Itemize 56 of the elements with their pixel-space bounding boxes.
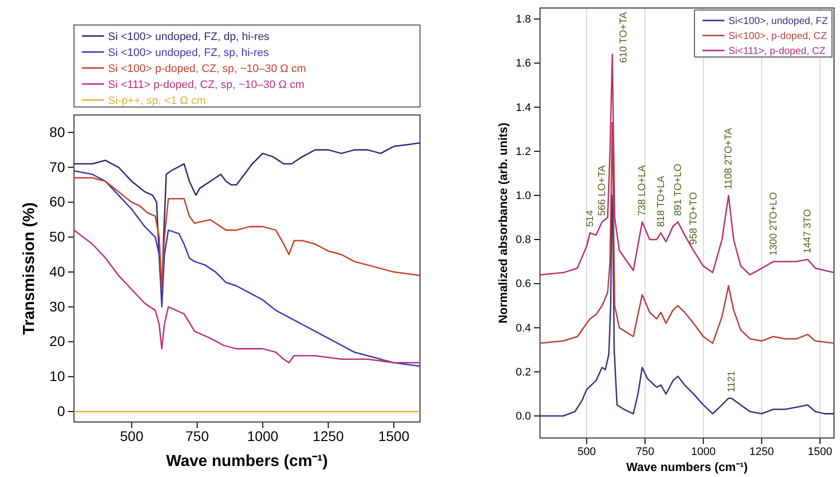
- annotation: 1121: [726, 370, 738, 392]
- annotation: 1108 2TO+TA: [724, 128, 735, 190]
- legend-label: Si-p++, sp, <1 Ω cm: [108, 94, 206, 107]
- annotation: 958 TO+TO: [688, 192, 700, 245]
- legend-label: Si <100> undoped, FZ, dp, hi-res: [108, 30, 270, 43]
- y-tick-label: 40: [49, 263, 66, 280]
- y-tick-label: 0.0: [516, 410, 531, 422]
- x-tick-label: 1500: [808, 446, 832, 458]
- x-tick-label: 750: [186, 428, 210, 444]
- x-tick-label: 1500: [378, 428, 410, 444]
- x-axis-title: Wave numbers (cm⁻¹): [166, 453, 328, 470]
- annotation: 818 TO+LA: [656, 176, 667, 227]
- y-tick-label: 50: [49, 228, 66, 245]
- legend-label: Si <100> undoped, FZ, sp, hi-res: [108, 46, 270, 59]
- legend-label: Si<100>, p-doped, CZ: [728, 31, 827, 42]
- y-tick-label: 30: [49, 298, 66, 314]
- y-tick-label: 20: [49, 333, 66, 350]
- y-tick-label: 1.8: [516, 14, 531, 26]
- y-tick-label: 0.4: [516, 322, 531, 334]
- y-tick-label: 0.8: [516, 234, 531, 246]
- line-series: [73, 170, 421, 367]
- y-tick-label: 1.6: [516, 58, 531, 70]
- y-tick-label: 70: [49, 158, 66, 175]
- legend-label: Si <111> p-doped, CZ, sp, ~10–30 Ω cm: [108, 78, 304, 91]
- x-tick-label: 750: [636, 446, 654, 458]
- annotation: 610 TO+TA: [618, 12, 630, 63]
- x-tick-label: 500: [120, 428, 144, 444]
- annotation: 738 LO+LA: [637, 164, 648, 216]
- annotation: 514: [584, 210, 596, 227]
- y-tick-label: 1.4: [516, 102, 531, 114]
- line-series: [73, 177, 421, 290]
- annotation: 1300 2TO+LO: [768, 192, 780, 256]
- y-axis-title: Normalized absorbance (arb. units): [496, 122, 510, 324]
- y-tick-label: 0: [57, 403, 66, 420]
- y-tick-label: 0.2: [516, 366, 531, 378]
- x-tick-label: 1000: [691, 446, 716, 458]
- legend-label: Si <100> p-doped, CZ, sp, ~10–30 Ω cm: [108, 62, 306, 75]
- x-tick-label: 1000: [247, 428, 279, 444]
- y-tick-label: 80: [49, 124, 66, 140]
- annotation: 1447 3TO: [802, 208, 814, 254]
- legend-label: Si<100>, undoped, FZ: [728, 16, 828, 27]
- line-series: [539, 122, 835, 344]
- x-tick-label: 1250: [749, 446, 774, 458]
- annotation: 891 TO+LO: [672, 164, 684, 216]
- y-tick-label: 10: [49, 368, 66, 384]
- y-tick-label: 1.2: [516, 146, 531, 158]
- y-tick-label: 0.6: [516, 278, 531, 290]
- legend-label: Si<111>, p-doped, CZ: [728, 46, 826, 57]
- y-tick-label: 60: [49, 194, 66, 210]
- y-axis-title: Transmission (%): [21, 202, 38, 335]
- x-tick-label: 500: [577, 446, 596, 458]
- annotation: 566 LO+TA: [597, 164, 608, 216]
- line-series: [73, 229, 421, 364]
- y-tick-label: 1.0: [516, 190, 531, 202]
- x-tick-label: 1250: [312, 428, 344, 444]
- x-axis-title: Wave numbers (cm⁻¹): [626, 460, 748, 474]
